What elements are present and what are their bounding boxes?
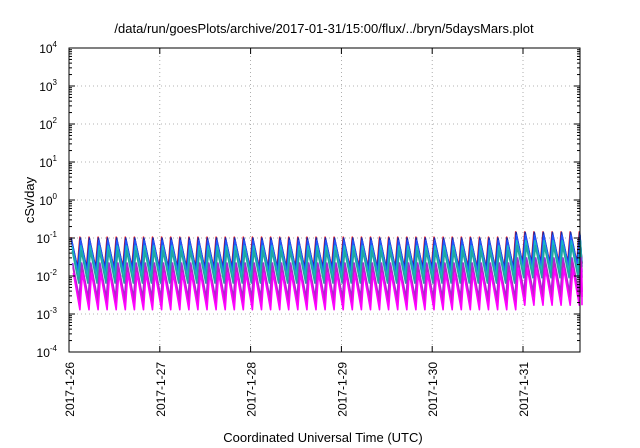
x-tick-label: 2017-1-26 bbox=[63, 362, 77, 417]
y-tick-label: 101 bbox=[39, 154, 57, 170]
y-axis-label: cSv/day bbox=[22, 176, 37, 223]
x-axis: 2017-1-26 2017-1-27 2017-1-28 2017-1-29 2017… bbox=[63, 48, 531, 417]
y-tick-label: 104 bbox=[39, 40, 57, 56]
chart-title: /data/run/goesPlots/archive/2017-01-31/1… bbox=[114, 21, 534, 36]
y-tick-label: 10-2 bbox=[37, 268, 58, 284]
series-line-4 bbox=[71, 244, 583, 284]
x-tick-label: 2017-1-30 bbox=[426, 362, 440, 417]
y-tick-label: 102 bbox=[39, 116, 57, 132]
x-tick-label: 2017-1-29 bbox=[335, 362, 349, 417]
y-tick-label: 10-1 bbox=[37, 230, 58, 246]
x-tick-label: 2017-1-28 bbox=[245, 362, 259, 417]
y-axis: 10-4 10-3 10-2 10-1 100 101 102 103 104 bbox=[37, 40, 580, 360]
series-line-7 bbox=[72, 267, 583, 311]
y-tick-label: 10-4 bbox=[37, 344, 58, 360]
x-axis-label: Coordinated Universal Time (UTC) bbox=[223, 430, 422, 445]
y-tick-label: 10-3 bbox=[37, 306, 58, 322]
grid bbox=[69, 48, 580, 352]
y-tick-label: 103 bbox=[39, 78, 57, 94]
series-group bbox=[70, 231, 583, 311]
x-tick-label: 2017-1-27 bbox=[154, 362, 168, 417]
y-tick-label: 100 bbox=[39, 192, 57, 208]
x-tick-label: 2017-1-31 bbox=[517, 362, 531, 417]
